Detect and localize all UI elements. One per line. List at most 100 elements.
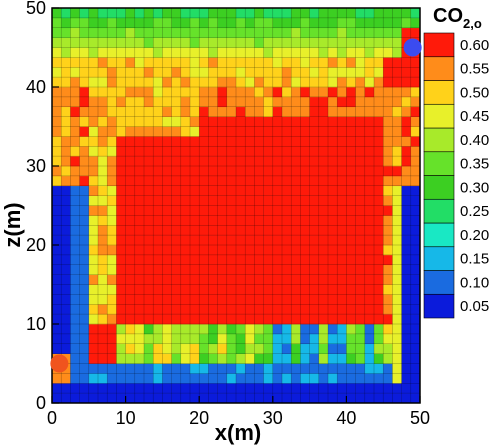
heatmap-cell <box>291 47 301 58</box>
heatmap-cell <box>171 126 182 137</box>
heatmap-cell <box>364 195 375 206</box>
heatmap-cell <box>61 264 71 275</box>
heatmap-cell <box>282 284 292 295</box>
heatmap-cell <box>107 77 117 88</box>
heatmap-cell <box>355 27 366 38</box>
heatmap-cell <box>355 136 366 147</box>
heatmap-cell <box>346 205 356 216</box>
heatmap-cell <box>208 185 218 196</box>
heatmap-cell <box>79 77 90 88</box>
heatmap-cell <box>355 166 366 177</box>
heatmap-cell <box>70 284 80 295</box>
heatmap-cell <box>116 254 126 266</box>
heatmap-cell <box>346 333 356 345</box>
heatmap-cell <box>254 146 264 157</box>
heatmap-cell <box>144 363 154 374</box>
heatmap-cell <box>52 136 62 147</box>
heatmap-cell <box>346 87 356 98</box>
heatmap-cell <box>199 215 209 226</box>
heatmap-cell <box>309 393 320 404</box>
heatmap-cell <box>263 245 274 256</box>
heatmap-cell <box>282 343 292 354</box>
heatmap-cell <box>291 166 301 177</box>
heatmap-cell <box>226 294 237 305</box>
heatmap-cell <box>217 304 228 315</box>
heatmap-cell <box>88 77 99 88</box>
heatmap-cell <box>116 264 126 275</box>
heatmap-cell <box>171 264 182 275</box>
heatmap-cell <box>226 96 237 108</box>
heatmap-cell <box>217 17 228 29</box>
heatmap-cell <box>410 205 421 216</box>
heatmap-cell <box>199 353 209 364</box>
heatmap-cell <box>180 96 191 108</box>
heatmap-cell <box>52 284 62 295</box>
heatmap-cell <box>337 77 347 88</box>
heatmap-cell <box>272 175 283 187</box>
heatmap-cell <box>134 254 145 266</box>
heatmap-cell <box>190 126 200 137</box>
heatmap-cell <box>190 17 200 29</box>
heatmap-cell <box>401 185 412 196</box>
heatmap-cell <box>374 47 384 58</box>
heatmap-cell <box>364 205 375 216</box>
heatmap-cell <box>309 363 320 374</box>
heatmap-cell <box>79 146 90 157</box>
heatmap-cell <box>383 57 393 68</box>
x-tick-label: 0 <box>47 408 57 428</box>
heatmap-cell <box>282 195 292 206</box>
heatmap-cell <box>153 27 163 38</box>
heatmap-cell <box>199 47 209 58</box>
heatmap-cell <box>116 274 126 285</box>
heatmap-cell <box>401 284 412 295</box>
heatmap-cell <box>291 215 301 226</box>
heatmap-cell <box>383 87 393 98</box>
heatmap-cell <box>116 175 126 187</box>
heatmap-cell <box>79 195 90 206</box>
heatmap-cell <box>70 47 80 58</box>
heatmap-cell <box>52 87 62 98</box>
heatmap-cell <box>346 393 356 404</box>
heatmap-cell <box>236 126 246 137</box>
heatmap-cell <box>291 333 301 345</box>
heatmap-cell <box>153 363 163 374</box>
heatmap-cell <box>355 393 366 404</box>
heatmap-cell <box>410 333 421 345</box>
heatmap-cell <box>217 106 228 117</box>
heatmap-cell <box>374 77 384 88</box>
heatmap-cell <box>134 146 145 157</box>
heatmap-cell <box>88 245 99 256</box>
heatmap-cell <box>88 215 99 226</box>
heatmap-cell <box>383 156 393 167</box>
heatmap-cell <box>272 67 283 78</box>
heatmap-cell <box>355 116 366 127</box>
heatmap-cell <box>125 77 136 88</box>
heatmap-cell <box>272 215 283 226</box>
heatmap-cell <box>245 156 255 167</box>
heatmap-cell <box>245 235 255 246</box>
heatmap-cell <box>245 126 255 137</box>
heatmap-cell <box>245 314 255 325</box>
heatmap-cell <box>125 136 136 147</box>
heatmap-cell <box>410 156 421 167</box>
heatmap-cell <box>70 116 80 127</box>
heatmap-cell <box>309 215 320 226</box>
heatmap-cell <box>401 27 412 38</box>
heatmap-cell <box>208 314 218 325</box>
colorbar-swatch <box>423 175 455 200</box>
heatmap-cell <box>263 324 274 335</box>
heatmap-cell <box>70 67 80 78</box>
heatmap-cell <box>107 136 117 147</box>
heatmap-cell <box>162 363 172 374</box>
heatmap-cell <box>70 274 80 285</box>
heatmap-cell <box>337 254 347 266</box>
heatmap-cell <box>346 166 356 177</box>
heatmap-cell <box>254 314 264 325</box>
heatmap-cell <box>337 235 347 246</box>
heatmap-cell <box>383 67 393 78</box>
heatmap-cell <box>79 264 90 275</box>
heatmap-cell <box>70 77 80 88</box>
heatmap-cell <box>79 47 90 58</box>
heatmap-cell <box>134 27 145 38</box>
heatmap-cell <box>190 156 200 167</box>
